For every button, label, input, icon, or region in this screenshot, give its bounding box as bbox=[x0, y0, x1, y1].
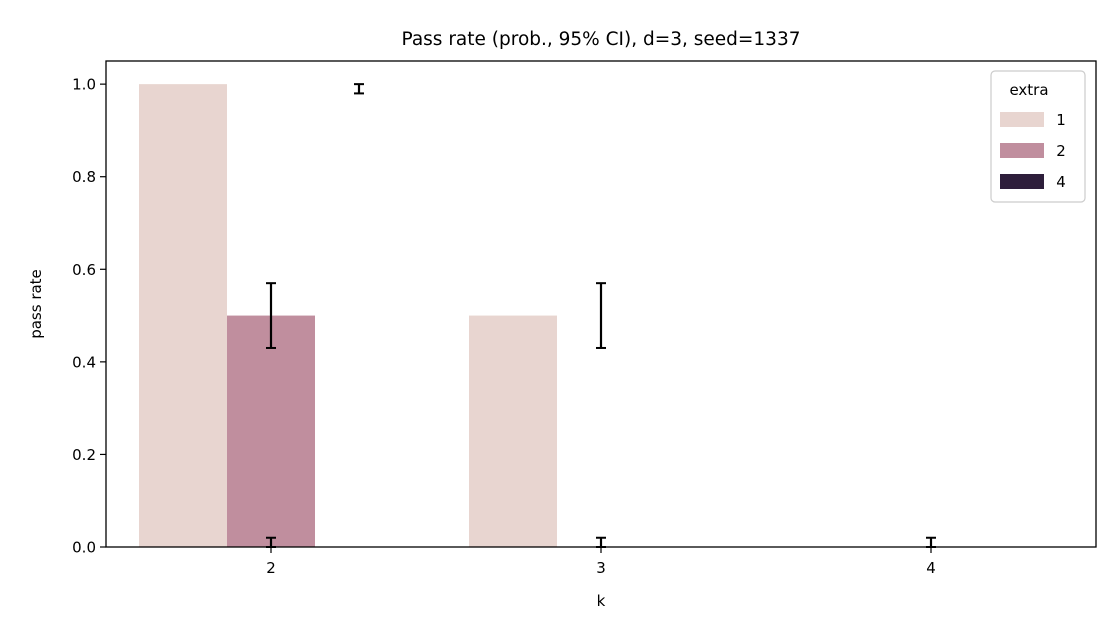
error-bar-3-extra-2 bbox=[596, 282, 606, 349]
legend-swatch-extra-2 bbox=[1000, 143, 1044, 158]
error-bar-2-extra-4 bbox=[354, 83, 364, 95]
y-tick-label: 0.0 bbox=[72, 539, 96, 557]
x-tick-label: 2 bbox=[266, 559, 276, 577]
legend-title: extra bbox=[1009, 81, 1048, 99]
chart-title: Pass rate (prob., 95% CI), d=3, seed=133… bbox=[402, 29, 801, 50]
x-tick-label: 4 bbox=[926, 559, 936, 577]
y-tick-label: 0.6 bbox=[72, 261, 96, 279]
y-tick-label: 1.0 bbox=[72, 76, 96, 94]
legend-box bbox=[990, 70, 1086, 203]
legend-label-extra-2: 2 bbox=[1056, 142, 1066, 160]
legend-swatch-extra-1 bbox=[1000, 112, 1044, 127]
bar-2-extra-2 bbox=[227, 315, 315, 547]
legend: extra 1 2 4 bbox=[990, 70, 1086, 203]
y-tick-label: 0.2 bbox=[72, 446, 96, 464]
x-tick-label: 3 bbox=[596, 559, 606, 577]
plot-area: 0.0 0.2 0.4 0.6 0.8 1.0 2 3 4 bbox=[72, 60, 1097, 577]
x-axis-label: k bbox=[597, 592, 606, 610]
legend-label-extra-4: 4 bbox=[1056, 173, 1066, 191]
bar-3-extra-1 bbox=[469, 315, 557, 547]
y-tick-label: 0.4 bbox=[72, 353, 96, 371]
y-axis-label: pass rate bbox=[27, 269, 45, 339]
error-bar-2-extra-2 bbox=[266, 282, 276, 349]
legend-swatch-extra-4 bbox=[1000, 174, 1044, 189]
error-bar-3-extra-1 bbox=[596, 536, 606, 548]
bar-2-extra-1 bbox=[139, 84, 227, 548]
y-tick-label: 0.8 bbox=[72, 168, 96, 186]
legend-label-extra-1: 1 bbox=[1056, 111, 1066, 129]
error-bar-4-extra-1 bbox=[926, 536, 936, 548]
